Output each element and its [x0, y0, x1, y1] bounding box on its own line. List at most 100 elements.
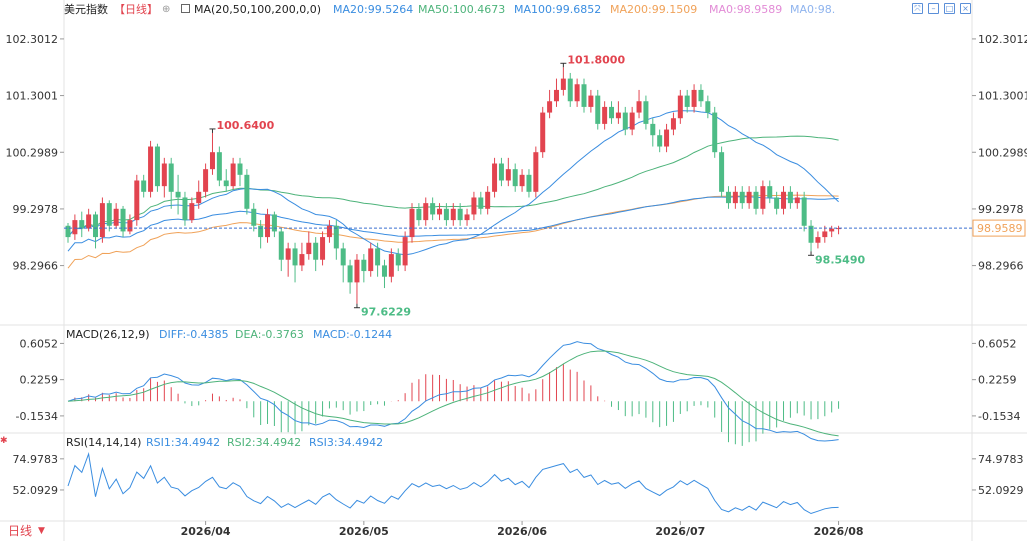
candle: [533, 146, 539, 198]
candle: [93, 211, 99, 249]
candle: [258, 220, 264, 249]
candle-body: [402, 237, 408, 266]
candle: [86, 208, 92, 232]
candle-body: [79, 220, 85, 229]
candle: [657, 129, 663, 153]
candle-body: [753, 191, 759, 209]
candle: [725, 186, 731, 209]
candle: [519, 169, 525, 192]
candle-body: [182, 197, 188, 221]
macd-tick-label-right: -0.1534: [978, 410, 1020, 423]
annotation-label: 98.5490: [815, 253, 865, 266]
candle: [182, 191, 188, 226]
candle: [781, 186, 787, 215]
candle: [684, 89, 690, 113]
period-switch-button[interactable]: 日线: [8, 524, 33, 538]
candle: [650, 118, 656, 147]
candle-body: [609, 106, 615, 119]
candle-body: [553, 89, 559, 102]
candle: [595, 89, 601, 130]
candle: [588, 89, 594, 113]
candle: [292, 242, 298, 283]
candle-body: [299, 254, 305, 266]
candle-body: [168, 163, 174, 192]
candle: [492, 157, 498, 198]
candle: [526, 169, 532, 198]
candle: [278, 228, 284, 272]
candle: [636, 89, 642, 119]
candle-body: [99, 203, 105, 238]
candle: [72, 214, 78, 240]
candle: [265, 208, 271, 243]
candle-body: [154, 146, 160, 187]
annotation-label: 97.6229: [361, 306, 411, 319]
candle-body: [189, 203, 195, 221]
candle: [395, 248, 401, 272]
macd-dea: DEA:-0.3763: [235, 328, 304, 341]
candle-body: [381, 265, 387, 277]
settings-icon[interactable]: ⤧: [912, 3, 923, 14]
candle: [505, 157, 511, 187]
candle: [822, 225, 828, 243]
collapse-icon[interactable]: –: [928, 3, 939, 14]
candle: [120, 205, 126, 238]
candle-body: [416, 208, 422, 221]
ma-toggle-checkbox[interactable]: [181, 4, 190, 13]
candle-body: [93, 214, 99, 238]
candle: [581, 78, 587, 113]
candle: [347, 259, 353, 294]
candle: [677, 89, 683, 124]
candle-body: [581, 84, 587, 107]
candle-body: [767, 186, 773, 198]
candle: [320, 231, 326, 266]
candle-body: [471, 197, 477, 215]
candle-body: [258, 225, 264, 238]
annotation-label: 100.6400: [216, 119, 274, 132]
candle: [698, 84, 704, 107]
candle: [409, 203, 415, 243]
candle: [168, 157, 174, 209]
candle: [739, 186, 745, 209]
macd-value: MACD:-0.1244: [313, 328, 393, 341]
candle-body: [760, 186, 766, 209]
candle-body: [292, 248, 298, 266]
candle: [237, 157, 243, 187]
candle-body: [368, 248, 374, 272]
period-switch-chevron-icon[interactable]: ▼: [38, 526, 45, 536]
candle: [691, 84, 697, 113]
candle-body: [629, 112, 635, 130]
price-tick-label-left: 99.2978: [13, 203, 59, 216]
candle-body: [691, 89, 697, 107]
expand-icon[interactable]: □: [944, 3, 955, 14]
time-tick-label: 2026/05: [339, 525, 389, 538]
candle-body: [815, 237, 821, 243]
candle-body: [409, 208, 415, 238]
close-icon[interactable]: ×: [960, 3, 971, 14]
candle: [148, 140, 154, 198]
candle: [808, 220, 814, 252]
candle: [333, 220, 339, 260]
candle: [271, 211, 277, 238]
annotation-label: 101.8000: [567, 53, 625, 66]
price-tick-label-left: 101.3001: [6, 90, 59, 103]
candle: [553, 78, 559, 107]
candle-body: [512, 169, 518, 187]
candle-body: [223, 180, 229, 187]
candle-body: [705, 101, 711, 113]
macd-tick-label-left: 0.6052: [20, 337, 59, 350]
candle-body: [313, 242, 319, 260]
compare-icon[interactable]: ⊕: [162, 4, 171, 15]
ma100-line: [67, 196, 839, 252]
candle: [457, 203, 463, 226]
candle: [670, 112, 676, 136]
candle-body: [320, 237, 326, 260]
candle-body: [161, 163, 167, 187]
candle: [815, 231, 821, 249]
period-label[interactable]: 【日线】: [114, 3, 158, 16]
candle-body: [120, 208, 126, 232]
rsi-marker-icon: ✱: [0, 436, 8, 446]
candle-body: [237, 163, 243, 175]
candle-body: [203, 169, 209, 192]
rsi-tick-label-right: 52.0929: [978, 484, 1024, 497]
